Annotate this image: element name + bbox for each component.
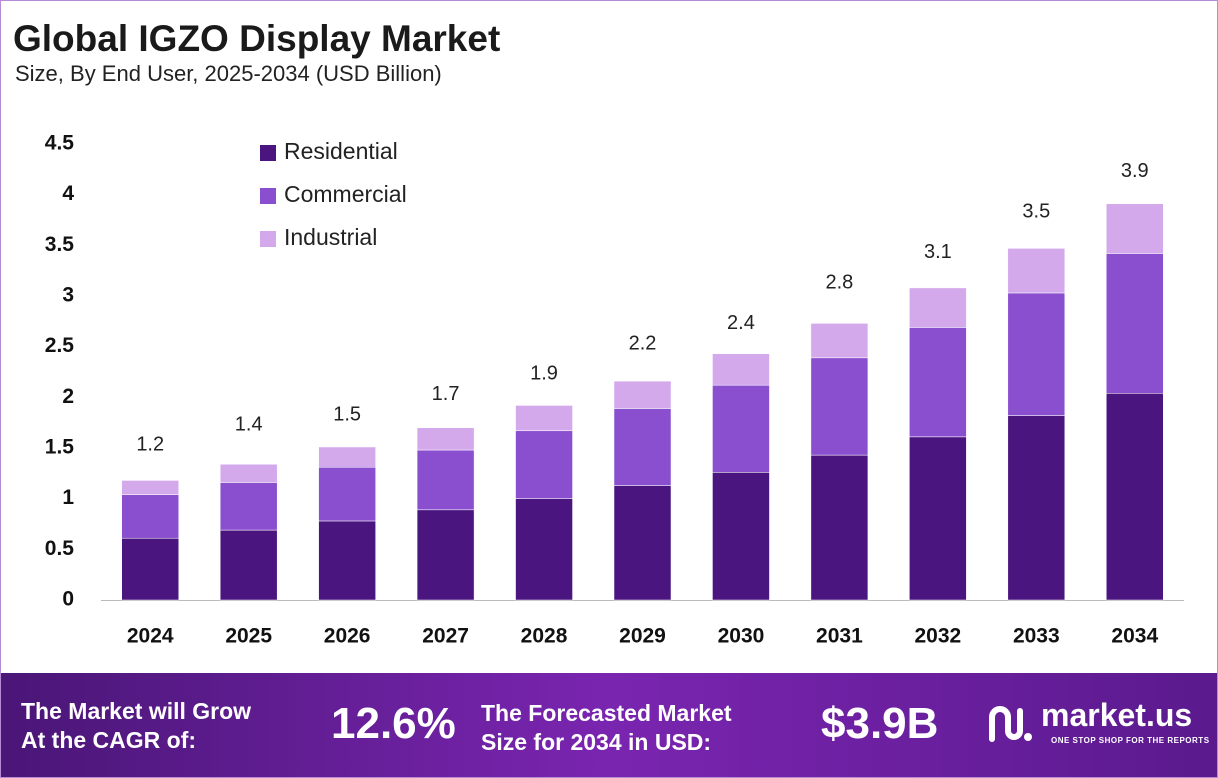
total-label: 1.4 bbox=[235, 413, 263, 435]
tagline: ONE STOP SHOP FOR THE REPORTS bbox=[1051, 736, 1210, 745]
bar-segment bbox=[121, 537, 179, 601]
legend-swatch bbox=[260, 231, 276, 247]
cagr-value: 12.6% bbox=[331, 699, 456, 748]
forecast-line: Size for 2034 in USD: bbox=[481, 729, 712, 755]
bar-segment bbox=[121, 480, 179, 495]
bar-segment bbox=[613, 485, 672, 601]
bar-segment bbox=[909, 327, 967, 438]
chart-subtitle: Size, By End User, 2025-2034 (USD Billio… bbox=[15, 61, 442, 86]
bar-segment bbox=[121, 494, 179, 539]
total-label: 1.9 bbox=[530, 363, 558, 385]
bar-segment bbox=[219, 482, 278, 531]
y-tick-label: 3.5 bbox=[45, 233, 75, 256]
bar-segment bbox=[1007, 248, 1066, 294]
total-label: 1.2 bbox=[136, 434, 164, 456]
total-label: 3.5 bbox=[1022, 201, 1050, 223]
x-tick-label: 2030 bbox=[718, 625, 765, 648]
legend-swatch bbox=[260, 188, 276, 204]
y-tick-label: 4.5 bbox=[45, 132, 75, 155]
x-tick-label: 2032 bbox=[915, 625, 962, 648]
x-tick-label: 2033 bbox=[1013, 625, 1060, 648]
bar-segment bbox=[416, 509, 475, 601]
forecast-line: The Forecasted Market bbox=[481, 700, 732, 726]
y-tick-label: 0 bbox=[62, 588, 74, 611]
bar-segment bbox=[318, 446, 376, 468]
x-tick-label: 2026 bbox=[324, 625, 371, 648]
y-tick-label: 1.5 bbox=[45, 436, 75, 459]
y-tick-label: 2.5 bbox=[45, 334, 75, 357]
brand: market.us bbox=[1041, 697, 1193, 733]
y-tick-label: 1 bbox=[62, 486, 74, 509]
y-tick-label: 4 bbox=[62, 182, 74, 205]
bar-segment bbox=[1106, 393, 1164, 601]
bar-segment bbox=[416, 427, 475, 451]
brand-logo bbox=[989, 706, 1032, 742]
bar-segment bbox=[613, 380, 672, 409]
bar-segment bbox=[712, 472, 770, 601]
legend-swatch bbox=[260, 145, 276, 161]
chart: Global IGZO Display Market Size, By End … bbox=[13, 18, 1184, 648]
total-label: 2.2 bbox=[629, 332, 657, 354]
bar-segment bbox=[909, 287, 967, 328]
bar-segment bbox=[1007, 415, 1066, 601]
y-tick-label: 0.5 bbox=[45, 537, 75, 560]
legend-label: Industrial bbox=[284, 224, 377, 250]
total-label: 1.7 bbox=[432, 383, 460, 405]
total-label: 2.4 bbox=[727, 312, 755, 334]
x-tick-label: 2034 bbox=[1111, 625, 1158, 648]
y-tick-label: 3 bbox=[62, 284, 74, 307]
x-tick-label: 2029 bbox=[619, 625, 666, 648]
legend-label: Residential bbox=[284, 138, 398, 164]
legend-label: Commercial bbox=[284, 181, 407, 207]
bar-segment bbox=[1106, 253, 1164, 394]
bar-segment bbox=[1007, 292, 1066, 416]
bar-segment bbox=[810, 357, 869, 456]
bar-segment bbox=[515, 498, 573, 601]
x-tick-label: 2031 bbox=[816, 625, 863, 648]
bar-segment bbox=[318, 520, 376, 601]
bar-segment bbox=[416, 449, 475, 511]
bar-segment bbox=[712, 353, 770, 386]
cagr-line: At the CAGR of: bbox=[21, 727, 197, 753]
bar-segment bbox=[219, 463, 278, 483]
x-tick-label: 2025 bbox=[225, 625, 272, 648]
bar-segment bbox=[810, 454, 869, 601]
bar-segment bbox=[219, 529, 278, 601]
x-tick-label: 2028 bbox=[521, 625, 568, 648]
total-label: 3.9 bbox=[1121, 160, 1149, 182]
total-label: 1.5 bbox=[333, 403, 361, 425]
total-label: 3.1 bbox=[924, 241, 952, 263]
cagr-text: The Market will Grow At the CAGR of: bbox=[21, 697, 251, 755]
y-tick-label: 2 bbox=[62, 385, 74, 408]
x-tick-label: 2024 bbox=[127, 625, 174, 648]
cagr-line: The Market will Grow bbox=[21, 698, 252, 724]
forecast-value: $3.9B bbox=[821, 699, 939, 748]
bar-segment bbox=[318, 467, 376, 522]
x-tick-label: 2027 bbox=[422, 625, 469, 648]
bar-segment bbox=[515, 430, 573, 499]
bar-segment bbox=[515, 405, 573, 432]
bar-segment bbox=[909, 436, 967, 601]
bar-segment bbox=[810, 323, 869, 359]
chart-title: Global IGZO Display Market bbox=[13, 18, 500, 59]
bar-segment bbox=[1106, 203, 1164, 254]
bar-segment bbox=[712, 384, 770, 473]
bar-segment bbox=[613, 408, 672, 486]
forecast-text: The Forecasted Market Size for 2034 in U… bbox=[481, 699, 732, 757]
footer: The Market will Grow At the CAGR of: 12.… bbox=[1, 673, 1217, 777]
total-label: 2.8 bbox=[826, 272, 854, 294]
